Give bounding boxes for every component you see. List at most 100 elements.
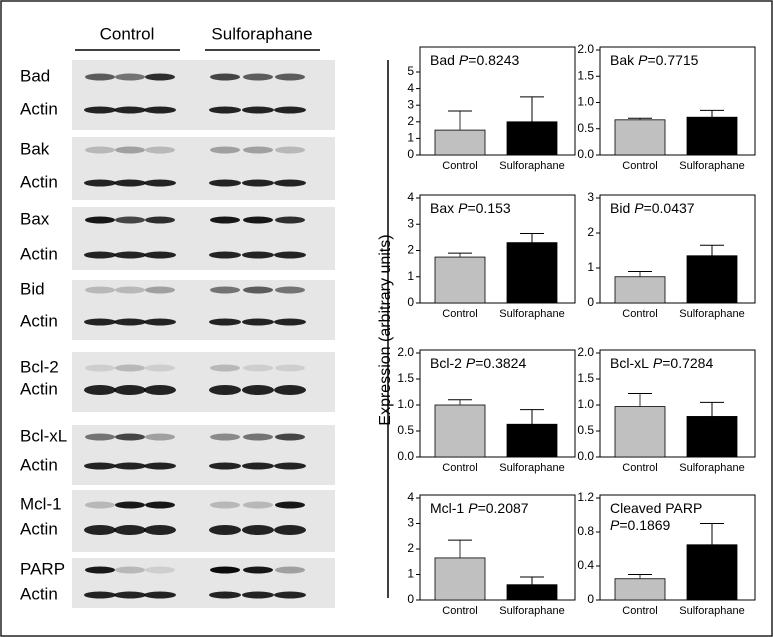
title-text: Cleaved PARP <box>610 500 702 516</box>
bar <box>434 557 486 601</box>
actin-band <box>274 385 306 395</box>
chart-title: Bad P=0.8243 <box>430 52 519 68</box>
y-tick-label: 2.0 <box>397 345 414 359</box>
loading-label: Actin <box>20 455 58 474</box>
actin-band <box>242 106 274 114</box>
y-tick-label: 1.0 <box>577 95 594 109</box>
blot-band <box>85 216 115 224</box>
blot-band <box>275 216 305 224</box>
actin-band <box>242 525 274 535</box>
blot-band <box>210 501 240 509</box>
blot-panel <box>72 137 335 200</box>
y-tick-label: 0 <box>587 295 594 309</box>
bar <box>686 416 738 458</box>
chart-title: Cleaved PARP <box>610 500 702 516</box>
blot-band <box>243 73 273 81</box>
blot-band <box>210 146 240 154</box>
p-value-text: =0.1869 <box>619 517 670 533</box>
x-tick-label: Control <box>442 605 477 617</box>
p-value-text: =0.2087 <box>478 500 529 516</box>
y-tick-label: 1 <box>407 567 414 581</box>
actin-band <box>144 525 176 535</box>
blot-band <box>275 146 305 154</box>
y-tick-label: 0.4 <box>577 558 594 572</box>
actin-band <box>114 462 146 470</box>
y-tick-label: 3 <box>407 516 414 530</box>
y-tick-label: 0.5 <box>397 423 414 437</box>
actin-band <box>114 525 146 535</box>
y-tick-label: 2 <box>407 243 414 257</box>
chart-title: Mcl-1 P=0.2087 <box>430 500 529 516</box>
p-value-text: =0.3824 <box>475 355 526 371</box>
y-tick-label: 4 <box>407 490 414 504</box>
protein-label: PARP <box>20 559 65 578</box>
y-tick-label: 4 <box>407 81 414 95</box>
p-value-text: =0.153 <box>467 200 510 216</box>
bar <box>614 578 666 601</box>
x-tick-label: Sulforaphane <box>679 160 744 172</box>
protein-label: Bcl-xL <box>20 426 67 445</box>
y-tick-label: 0 <box>407 147 414 161</box>
actin-band <box>84 318 116 326</box>
actin-band <box>144 318 176 326</box>
y-tick-label: 0.5 <box>577 121 594 135</box>
actin-band <box>274 525 306 535</box>
bar <box>434 404 486 458</box>
actin-band <box>209 106 241 114</box>
bar <box>506 242 558 304</box>
p-symbol: P <box>634 200 644 216</box>
y-tick-label: 4 <box>407 190 414 204</box>
blot-band <box>243 501 273 509</box>
actin-band <box>144 251 176 259</box>
plot-frame <box>599 349 756 458</box>
plot-frame <box>599 46 756 156</box>
blot-band <box>275 364 305 372</box>
y-tick-label: 1.5 <box>577 371 594 385</box>
blot-band <box>85 286 115 294</box>
actin-band <box>144 179 176 187</box>
y-tick-label: 0.8 <box>577 524 594 538</box>
actin-band <box>144 462 176 470</box>
blot-panel <box>72 60 335 130</box>
blot-band <box>115 364 145 372</box>
actin-band <box>84 106 116 114</box>
actin-band <box>274 179 306 187</box>
loading-label: Actin <box>20 99 58 118</box>
loading-label: Actin <box>20 172 58 191</box>
blot-band <box>145 146 175 154</box>
blot-panel <box>72 352 335 412</box>
plot-frame <box>599 494 756 601</box>
actin-band <box>209 251 241 259</box>
blot-band <box>243 286 273 294</box>
bar <box>614 406 666 458</box>
loading-label: Actin <box>20 311 58 330</box>
blot-panel <box>72 207 335 270</box>
blot-band <box>145 566 175 574</box>
blot-band <box>210 286 240 294</box>
bar <box>686 116 738 156</box>
blot-band <box>115 146 145 154</box>
plot-frame <box>419 494 576 601</box>
blot-band <box>275 73 305 81</box>
blot-band <box>275 433 305 441</box>
actin-band <box>209 525 241 535</box>
y-tick-label: 0.0 <box>397 449 414 463</box>
actin-band <box>114 385 146 395</box>
y-tick-label: 3 <box>407 97 414 111</box>
chart-title: Bcl-xL P=0.7284 <box>610 355 713 371</box>
blot-band <box>85 146 115 154</box>
blot-band <box>145 73 175 81</box>
y-tick-label: 2.0 <box>577 345 594 359</box>
actin-band <box>114 591 146 599</box>
blot-band <box>210 433 240 441</box>
x-tick-label: Sulforaphane <box>499 605 564 617</box>
y-tick-label: 0.0 <box>577 449 594 463</box>
chart-title: Bak P=0.7715 <box>610 52 699 68</box>
plot-frame <box>419 194 576 304</box>
blot-band <box>85 364 115 372</box>
bar <box>434 129 486 156</box>
y-tick-label: 1.5 <box>577 68 594 82</box>
actin-band <box>242 591 274 599</box>
actin-band <box>242 318 274 326</box>
x-tick-label: Control <box>622 462 657 474</box>
